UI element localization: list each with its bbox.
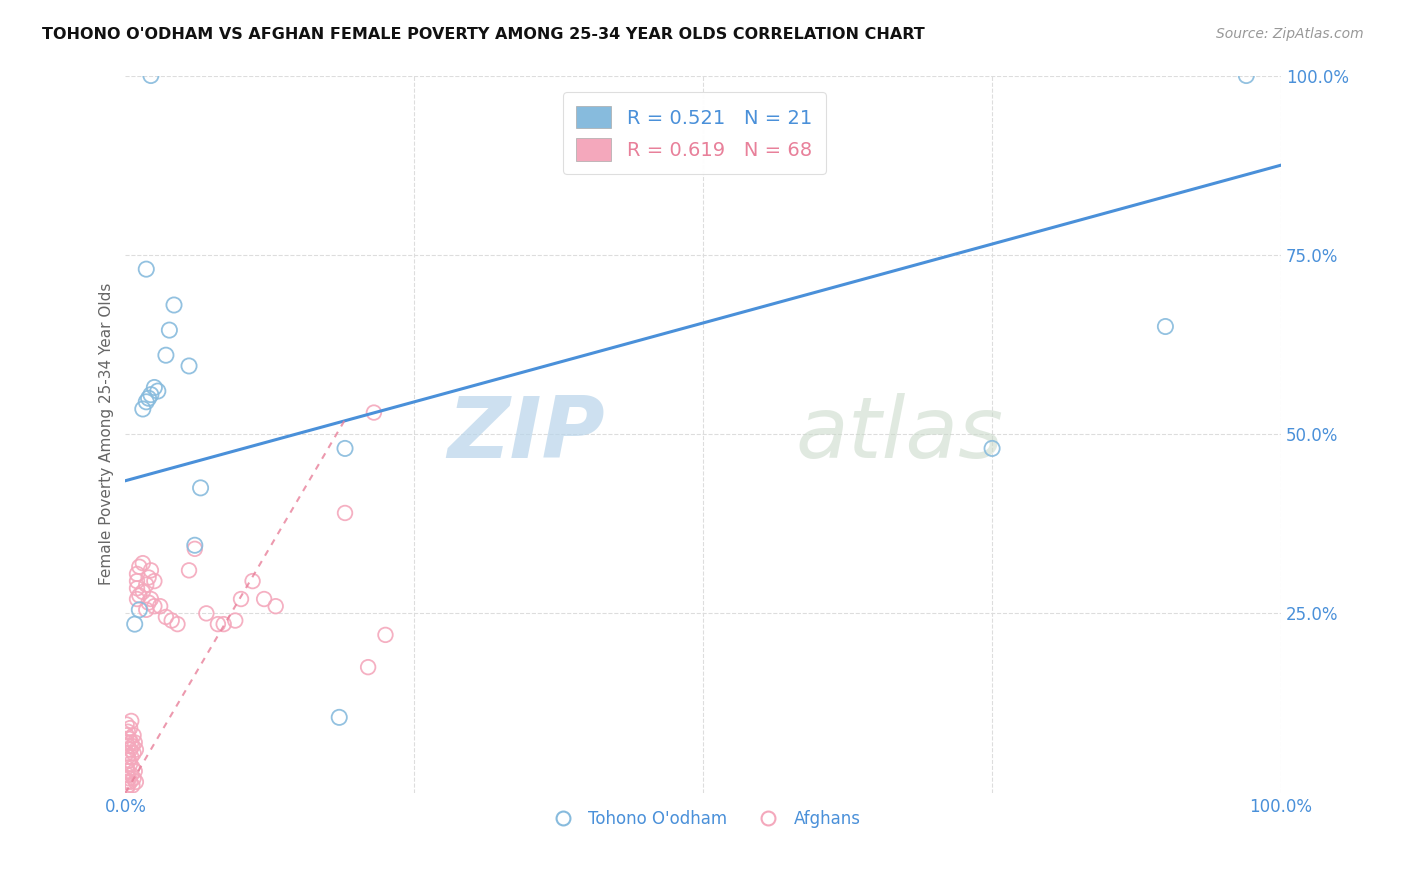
Point xyxy=(177,359,200,373)
Text: ZIP: ZIP xyxy=(447,392,605,475)
Point xyxy=(363,406,385,420)
Point xyxy=(125,742,148,756)
Point xyxy=(121,739,143,753)
Point xyxy=(120,768,142,782)
Point xyxy=(121,760,143,774)
Point xyxy=(155,348,177,362)
Point xyxy=(125,592,148,607)
Point xyxy=(115,746,138,760)
Point xyxy=(120,775,142,789)
Point xyxy=(125,581,148,595)
Point xyxy=(138,391,160,405)
Point xyxy=(120,742,142,756)
Point xyxy=(166,617,188,632)
Point xyxy=(328,710,350,724)
Point xyxy=(374,628,396,642)
Point xyxy=(143,599,166,614)
Point xyxy=(253,592,276,607)
Point xyxy=(160,614,183,628)
Point xyxy=(115,760,138,774)
Point xyxy=(125,566,148,581)
Point xyxy=(333,506,356,520)
Point xyxy=(135,577,157,591)
Point xyxy=(157,323,180,337)
Point xyxy=(212,617,235,632)
Text: TOHONO O'ODHAM VS AFGHAN FEMALE POVERTY AMONG 25-34 YEAR OLDS CORRELATION CHART: TOHONO O'ODHAM VS AFGHAN FEMALE POVERTY … xyxy=(42,27,925,42)
Point xyxy=(139,592,162,607)
Point xyxy=(124,617,146,632)
Point xyxy=(125,775,148,789)
Point xyxy=(264,599,287,614)
Point xyxy=(229,592,252,607)
Point xyxy=(118,772,141,786)
Point xyxy=(139,69,162,83)
Point xyxy=(120,756,142,771)
Point xyxy=(117,764,139,779)
Point xyxy=(124,735,146,749)
Point xyxy=(128,603,150,617)
Point xyxy=(149,599,172,614)
Point xyxy=(138,596,160,610)
Point xyxy=(115,728,138,742)
Point xyxy=(163,298,186,312)
Point xyxy=(155,610,177,624)
Text: Source: ZipAtlas.com: Source: ZipAtlas.com xyxy=(1216,27,1364,41)
Point xyxy=(120,721,142,735)
Point xyxy=(224,614,246,628)
Point xyxy=(357,660,380,674)
Y-axis label: Female Poverty Among 25-34 Year Olds: Female Poverty Among 25-34 Year Olds xyxy=(100,283,114,585)
Point xyxy=(190,481,212,495)
Point xyxy=(135,394,157,409)
Point xyxy=(139,563,162,577)
Point xyxy=(132,556,155,570)
Point xyxy=(121,779,143,793)
Point xyxy=(1234,69,1257,83)
Point xyxy=(333,442,356,456)
Point xyxy=(115,782,138,797)
Point xyxy=(115,735,138,749)
Point xyxy=(132,585,155,599)
Point xyxy=(115,717,138,731)
Point xyxy=(128,589,150,603)
Point xyxy=(118,753,141,767)
Point xyxy=(143,574,166,588)
Point xyxy=(117,724,139,739)
Legend: Tohono O'odham, Afghans: Tohono O'odham, Afghans xyxy=(540,803,868,835)
Point xyxy=(120,749,142,764)
Point xyxy=(122,746,145,760)
Point xyxy=(115,775,138,789)
Point xyxy=(177,563,200,577)
Point xyxy=(124,764,146,779)
Point xyxy=(132,402,155,417)
Point xyxy=(138,570,160,584)
Point xyxy=(207,617,229,632)
Point xyxy=(139,387,162,401)
Point xyxy=(143,380,166,394)
Point xyxy=(117,779,139,793)
Point xyxy=(122,728,145,742)
Point xyxy=(135,262,157,277)
Point xyxy=(242,574,264,588)
Text: atlas: atlas xyxy=(796,392,1004,475)
Point xyxy=(184,538,207,552)
Point xyxy=(115,768,138,782)
Point xyxy=(1154,319,1177,334)
Point xyxy=(146,384,169,398)
Point xyxy=(135,603,157,617)
Point xyxy=(120,714,142,728)
Point xyxy=(118,731,141,746)
Point xyxy=(117,749,139,764)
Point xyxy=(120,735,142,749)
Point xyxy=(981,442,1004,456)
Point xyxy=(117,739,139,753)
Point xyxy=(195,607,218,621)
Point xyxy=(125,574,148,588)
Point xyxy=(122,772,145,786)
Point xyxy=(128,559,150,574)
Point xyxy=(184,541,207,556)
